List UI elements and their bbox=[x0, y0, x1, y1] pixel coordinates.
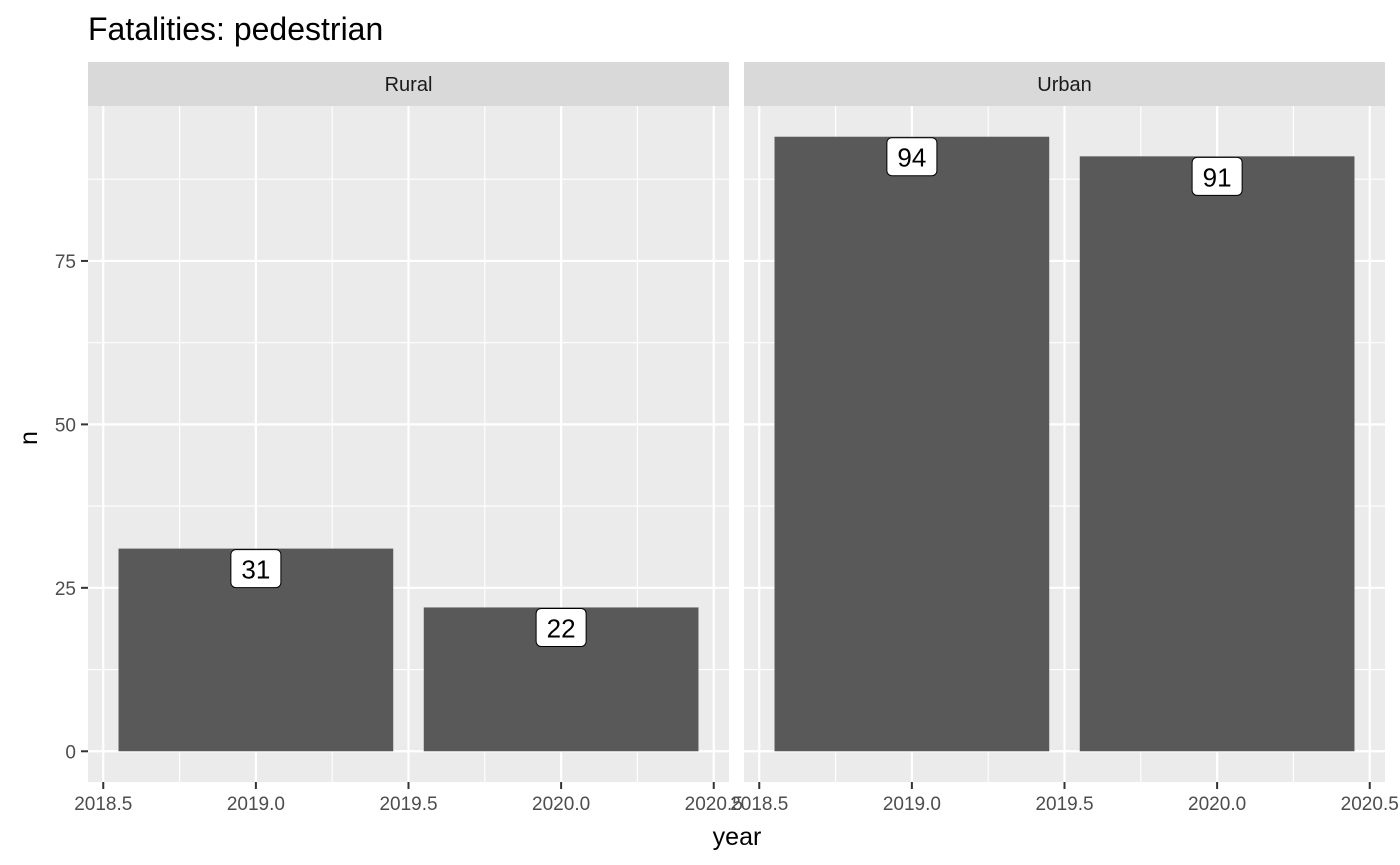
y-tick-label: 0 bbox=[65, 742, 76, 763]
x-tick-label: 2020.0 bbox=[532, 794, 590, 815]
facet-panel-urban: 94 91 Urban 2018.5 2019.0 2019.5 2020.0 2020.5 bbox=[730, 62, 1399, 815]
data-label-box: 94 bbox=[886, 137, 938, 177]
x-tick-label: 2019.0 bbox=[883, 794, 941, 815]
y-tick-label: 75 bbox=[55, 252, 76, 273]
x-tick-label: 2019.5 bbox=[1035, 794, 1093, 815]
facet-strip bbox=[744, 62, 1385, 106]
y-axis-title: n bbox=[15, 431, 43, 445]
data-label-box: 91 bbox=[1191, 156, 1243, 196]
y-axis: 0 25 50 75 bbox=[55, 252, 88, 763]
chart-title: Fatalities: pedestrian bbox=[88, 11, 383, 47]
x-tick-label: 2020.5 bbox=[685, 794, 743, 815]
data-label-box: 31 bbox=[230, 549, 282, 589]
facet-strip-label: Rural bbox=[385, 74, 433, 96]
x-tick-label: 2018.5 bbox=[730, 794, 788, 815]
data-label-box: 22 bbox=[535, 607, 587, 647]
facet-strip-label: Urban bbox=[1037, 74, 1091, 96]
facet-strip bbox=[88, 62, 729, 106]
bar-urban-2020 bbox=[1079, 156, 1355, 752]
x-tick-label: 2020.5 bbox=[1341, 794, 1399, 815]
data-label-background bbox=[230, 549, 282, 589]
data-label-background bbox=[886, 137, 938, 177]
y-tick-label: 25 bbox=[55, 579, 76, 600]
facet-panel-rural: 31 22 Rural 2018.5 2019.0 2019.5 2020.0 2020.5 bbox=[74, 62, 743, 815]
data-label: 22 bbox=[547, 613, 576, 643]
y-tick-label: 50 bbox=[55, 415, 76, 436]
bar-urban-2019 bbox=[774, 136, 1050, 752]
x-tick-label: 2020.0 bbox=[1188, 794, 1246, 815]
x-axis-title: year bbox=[713, 823, 762, 851]
data-label: 94 bbox=[897, 143, 926, 173]
x-tick-label: 2019.0 bbox=[227, 794, 285, 815]
data-label: 31 bbox=[241, 555, 270, 585]
data-label-background bbox=[535, 607, 587, 647]
data-label-background bbox=[1191, 156, 1243, 196]
x-tick-label: 2019.5 bbox=[379, 794, 437, 815]
x-tick-label: 2018.5 bbox=[74, 794, 132, 815]
data-label: 91 bbox=[1203, 162, 1232, 192]
